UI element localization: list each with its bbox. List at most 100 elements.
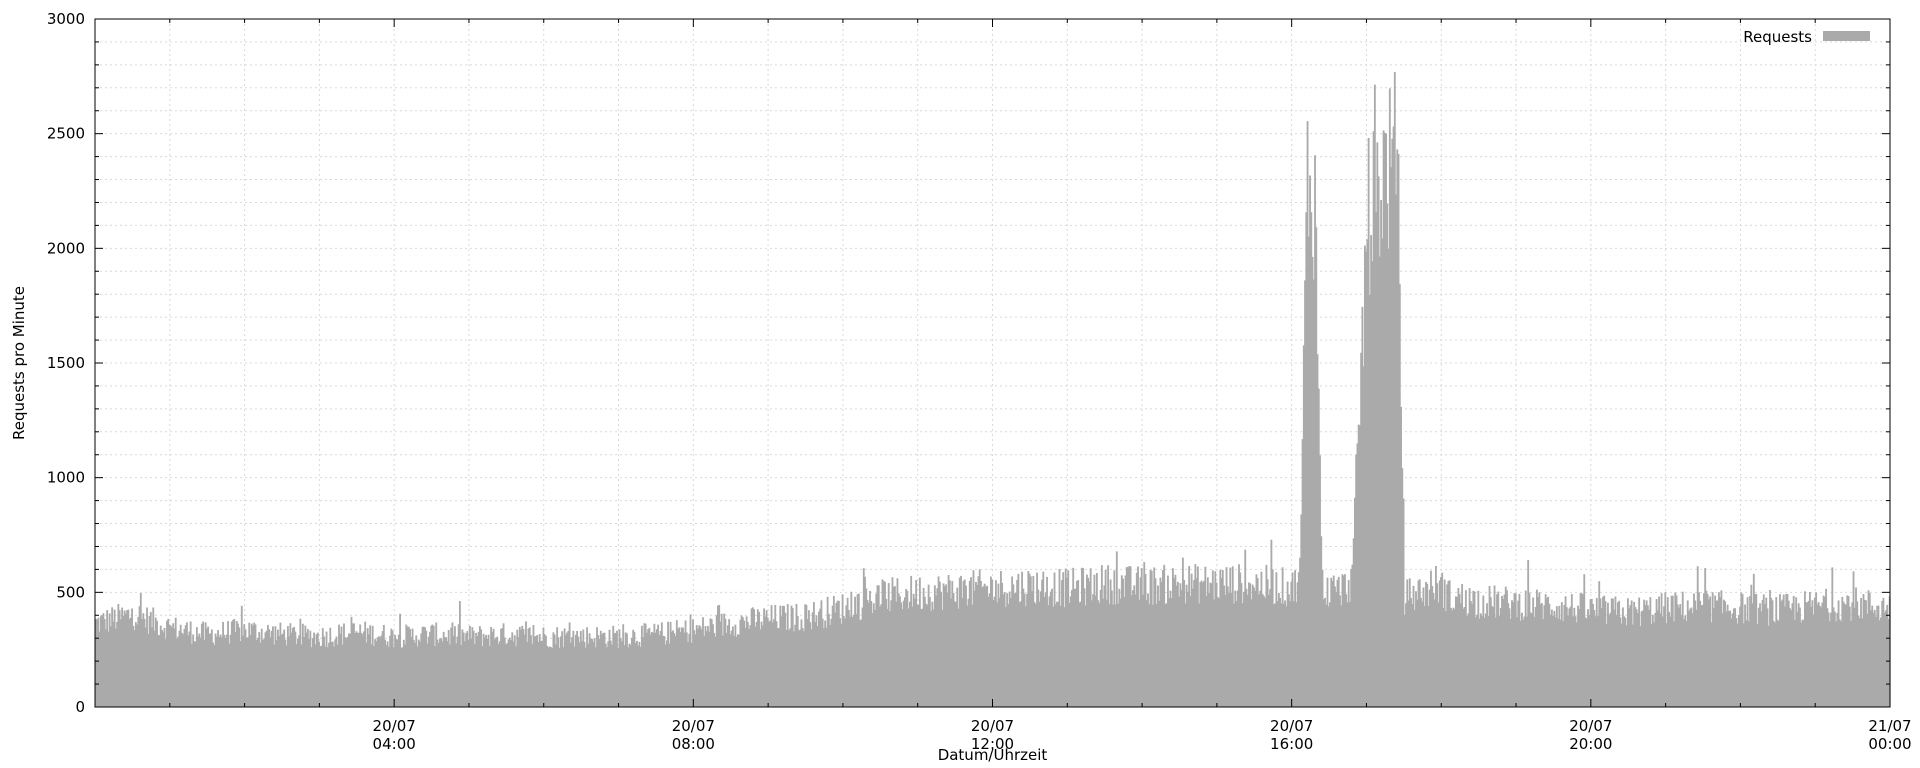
series-bar bbox=[419, 641, 421, 707]
series-bar bbox=[647, 629, 650, 707]
series-bar bbox=[335, 636, 338, 707]
series-bar bbox=[243, 624, 246, 707]
series-bar bbox=[1421, 601, 1424, 707]
series-bar bbox=[1580, 593, 1583, 707]
series-bar bbox=[199, 637, 202, 707]
series-bar bbox=[1312, 279, 1315, 707]
series-bar bbox=[1846, 595, 1849, 707]
series-bar bbox=[1175, 585, 1178, 707]
series-bar bbox=[910, 575, 913, 707]
series-bar bbox=[927, 584, 930, 707]
series-bar bbox=[1699, 600, 1702, 707]
series-bar bbox=[1173, 578, 1176, 707]
series-bar bbox=[745, 616, 748, 707]
series-bar bbox=[363, 631, 365, 707]
series-bar bbox=[1631, 624, 1634, 707]
series-bar bbox=[1554, 617, 1557, 707]
series-bar bbox=[1178, 596, 1181, 707]
series-bar bbox=[1523, 616, 1526, 707]
series-bar bbox=[466, 631, 469, 707]
x-tick-label-date: 20/07 bbox=[373, 717, 416, 735]
series-bar bbox=[1373, 84, 1376, 707]
series-bar bbox=[346, 636, 349, 707]
series-bar bbox=[1240, 583, 1243, 707]
series-bar bbox=[227, 621, 229, 707]
series-bar bbox=[543, 634, 546, 707]
series-bar bbox=[1709, 596, 1712, 707]
series-bar bbox=[917, 604, 920, 707]
series-bar bbox=[707, 626, 709, 707]
series-bar bbox=[834, 612, 837, 707]
series-bar bbox=[591, 638, 593, 707]
series-bar bbox=[1750, 584, 1753, 707]
series-bar bbox=[225, 634, 228, 707]
series-bar bbox=[1810, 606, 1813, 707]
series-bar bbox=[1705, 590, 1708, 707]
series-bar bbox=[1248, 582, 1250, 707]
series-bar bbox=[1529, 612, 1532, 707]
series-bar bbox=[680, 627, 683, 707]
series-bar bbox=[1706, 594, 1709, 707]
series-bar bbox=[279, 622, 282, 707]
series-bar bbox=[1708, 599, 1710, 707]
series-bar bbox=[1492, 607, 1495, 707]
series-bar bbox=[1660, 593, 1663, 707]
series-bar bbox=[1048, 596, 1051, 707]
series-bar bbox=[159, 625, 162, 707]
series-bar bbox=[144, 627, 147, 707]
series-bar bbox=[326, 647, 329, 707]
series-bar bbox=[417, 639, 420, 707]
series-bar bbox=[396, 639, 399, 707]
series-bar bbox=[1603, 595, 1606, 707]
series-bar bbox=[1886, 604, 1889, 707]
series-bar bbox=[336, 644, 339, 707]
series-bar bbox=[1074, 588, 1077, 707]
series-bar bbox=[993, 596, 996, 707]
series-bar bbox=[1044, 592, 1047, 707]
series-bar bbox=[1482, 595, 1485, 707]
series-bar bbox=[1188, 566, 1191, 707]
series-bar bbox=[219, 634, 222, 707]
series-bar bbox=[137, 616, 140, 707]
series-bar bbox=[436, 639, 439, 707]
series-bar bbox=[152, 607, 155, 707]
series-bar bbox=[1147, 593, 1149, 707]
series-bar bbox=[1196, 566, 1199, 707]
series-bar bbox=[1853, 607, 1856, 707]
series-bar bbox=[617, 647, 620, 707]
series-bar bbox=[703, 635, 706, 707]
series-bar bbox=[1401, 468, 1404, 707]
series-bar bbox=[131, 608, 133, 707]
series-bar bbox=[1104, 569, 1107, 707]
series-bar bbox=[1855, 587, 1857, 707]
series-bar bbox=[1403, 614, 1406, 707]
series-bar bbox=[854, 596, 856, 707]
series-bar bbox=[228, 643, 231, 707]
series-bar bbox=[1335, 591, 1338, 707]
series-bar bbox=[1499, 607, 1502, 707]
series-bar bbox=[928, 597, 931, 707]
series-bar bbox=[784, 612, 787, 707]
series-bar bbox=[123, 610, 126, 707]
series-bar bbox=[1557, 618, 1560, 707]
series-bar bbox=[273, 644, 276, 707]
series-bar bbox=[344, 637, 347, 707]
series-bar bbox=[427, 636, 430, 707]
series-bar bbox=[845, 605, 848, 707]
series-bar bbox=[151, 627, 153, 707]
series-bar bbox=[1054, 604, 1057, 707]
series-bar bbox=[953, 601, 956, 707]
series-bar bbox=[1009, 598, 1012, 707]
series-bar bbox=[855, 613, 858, 707]
y-tick-label: 0 bbox=[75, 698, 85, 716]
series-bar bbox=[1593, 609, 1596, 707]
series-bar bbox=[1228, 592, 1230, 707]
series-bar bbox=[773, 619, 775, 707]
series-bar bbox=[1420, 597, 1422, 707]
x-tick-label: 21/07 00:00 bbox=[1868, 717, 1911, 753]
series-bar bbox=[1710, 622, 1713, 707]
series-bar bbox=[1046, 576, 1048, 707]
series-bar bbox=[631, 637, 633, 707]
series-bar bbox=[286, 626, 289, 707]
series-bar bbox=[1686, 600, 1689, 707]
